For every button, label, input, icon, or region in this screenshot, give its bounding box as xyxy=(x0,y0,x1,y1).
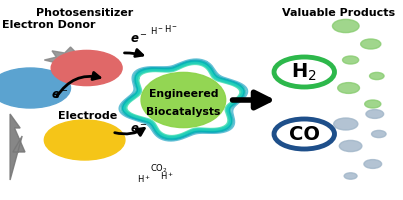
Circle shape xyxy=(338,83,359,93)
Circle shape xyxy=(334,118,358,130)
Circle shape xyxy=(366,110,384,118)
Text: H$_2$: H$_2$ xyxy=(291,61,317,83)
Circle shape xyxy=(332,19,359,33)
Text: e$^-$: e$^-$ xyxy=(130,32,148,46)
Text: H$^+$: H$^+$ xyxy=(160,170,174,182)
Circle shape xyxy=(361,39,381,49)
Polygon shape xyxy=(10,114,25,180)
Circle shape xyxy=(51,50,122,86)
Text: Engineered: Engineered xyxy=(149,89,218,99)
Circle shape xyxy=(344,173,357,179)
Circle shape xyxy=(0,68,71,108)
Circle shape xyxy=(370,72,384,80)
Text: e$^-$: e$^-$ xyxy=(51,88,69,102)
Circle shape xyxy=(372,130,386,138)
Circle shape xyxy=(44,120,125,160)
Ellipse shape xyxy=(141,72,226,128)
Text: Electron Donor: Electron Donor xyxy=(2,20,96,30)
Text: Electrode: Electrode xyxy=(58,111,118,121)
Text: CO: CO xyxy=(289,124,320,144)
Circle shape xyxy=(365,100,381,108)
Text: Photosensitizer: Photosensitizer xyxy=(36,8,133,18)
Text: H$^+$: H$^+$ xyxy=(137,173,151,185)
Text: Valuable Products: Valuable Products xyxy=(282,8,395,18)
Text: e$^-$: e$^-$ xyxy=(130,122,148,136)
Text: Biocatalysts: Biocatalysts xyxy=(146,107,220,117)
Text: H$^-$: H$^-$ xyxy=(150,25,164,36)
Text: H$^-$: H$^-$ xyxy=(164,23,178,34)
Text: CO$_2$: CO$_2$ xyxy=(150,163,168,175)
Circle shape xyxy=(364,160,382,168)
Polygon shape xyxy=(44,47,97,73)
Circle shape xyxy=(343,56,359,64)
Circle shape xyxy=(339,140,362,152)
